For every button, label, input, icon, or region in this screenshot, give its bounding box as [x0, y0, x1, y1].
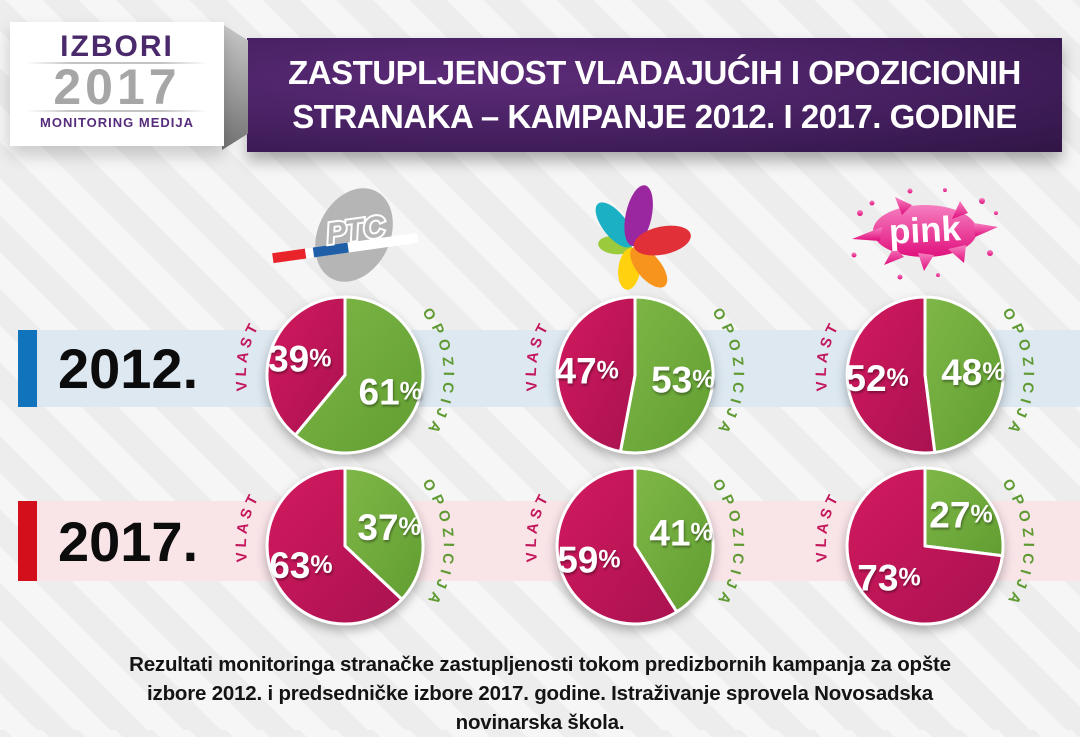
petal-teal — [595, 202, 634, 248]
vlast-percent-label: 39% — [268, 338, 331, 379]
prva-star-icon — [595, 185, 691, 290]
flag-red-stripe — [272, 248, 307, 264]
pie-chart-rts: 61%39%VLAST OPOZICIJA — [233, 295, 452, 455]
opozicija-percent-label: 37% — [357, 506, 420, 547]
izbori-logo-year: 2017 — [53, 59, 181, 115]
rts-flag-stripes — [272, 232, 419, 264]
vlast-curved-label: VLAST — [233, 318, 264, 392]
rts-logo: РТС — [260, 183, 430, 293]
prva-logo — [550, 183, 720, 293]
pie-slices — [265, 295, 425, 455]
slice-opozicija — [293, 295, 425, 455]
slice-vlast — [845, 466, 1004, 626]
vlast-percent-label: 73% — [857, 557, 920, 598]
pie-slices — [845, 466, 1005, 626]
pink-splash-graphic: pink — [851, 188, 998, 280]
source-caption: Rezultati monitoringa stranačke zastuplj… — [129, 653, 951, 734]
slice-opozicija — [923, 295, 1005, 454]
slice-vlast — [555, 295, 637, 454]
petal-orange — [630, 246, 668, 288]
flag-blue-stripe — [312, 242, 349, 258]
vlast-curved-label: VLAST — [813, 489, 844, 563]
vlast-percent-label: 59% — [557, 539, 620, 580]
pink-splash-blob — [851, 188, 998, 280]
vlast-percent-label: 63% — [269, 545, 332, 586]
slice-vlast — [555, 466, 679, 626]
pie-2012-prva: 53% 47% VLAST OPOZICIJA — [510, 250, 760, 500]
row-accent-2012 — [18, 330, 37, 407]
page-title-line-1: ZASTUPLJENOST VLADAJUĆIH I OPOZICIONIH — [288, 54, 1021, 91]
slice-opozicija — [618, 295, 715, 455]
pie-slices — [555, 295, 715, 455]
pie-2017-rts: 37% 63% VLAST OPOZICIJA — [220, 421, 470, 671]
pie-slices — [845, 295, 1005, 455]
pie-2017-pink: 27% 73% VLAST OPOZICIJA — [800, 421, 1050, 671]
vlast-percent-label: 47% — [556, 350, 619, 391]
vlast-curved-label: VLAST — [523, 489, 554, 563]
izbori-logo-title: IZBORI — [60, 30, 174, 63]
pie-chart-pink: 48%52%VLAST OPOZICIJA — [813, 295, 1032, 455]
pie-chart-rts: 37%63%VLAST OPOZICIJA — [233, 466, 452, 626]
logo-divider-line — [26, 110, 208, 112]
pink-logo-text: pink — [888, 209, 962, 252]
opozicija-percent-label: 27% — [929, 494, 992, 535]
logo-card-3d-edge — [222, 24, 248, 150]
opozicija-percent-label: 48% — [941, 352, 1004, 393]
izbori-logo-subtitle: MONITORING MEDIJA — [40, 115, 194, 130]
row-accent-2017 — [18, 501, 37, 581]
petal-red — [633, 225, 691, 256]
year-label-2012: 2012. — [58, 337, 199, 400]
vlast-percent-label: 52% — [845, 358, 908, 399]
slice-vlast — [265, 295, 347, 437]
opozicija-percent-label: 61% — [359, 371, 422, 412]
logo-divider-line — [26, 62, 208, 64]
slice-vlast — [265, 466, 404, 626]
vlast-curved-label: VLAST — [523, 318, 554, 392]
pie-chart-prva: 53%47%VLAST OPOZICIJA — [523, 295, 742, 455]
pie-2012-rts: 61% 39% VLAST OPOZICIJA — [220, 250, 470, 500]
vlast-curved-label: VLAST — [233, 489, 264, 563]
rts-logo-graphic: РТС — [272, 188, 419, 282]
slice-vlast — [845, 295, 937, 455]
pie-chart-pink: 27%73%VLAST OPOZICIJA — [813, 466, 1032, 626]
izbori-logo-card: IZBORI 2017 MONITORING MEDIJA — [10, 22, 224, 146]
petal-purple — [624, 185, 653, 247]
opozicija-percent-label: 53% — [651, 359, 714, 400]
pie-2017-prva: 41% 59% VLAST OPOZICIJA — [510, 421, 760, 671]
pie-slices — [265, 466, 425, 626]
slice-opozicija — [923, 466, 1005, 558]
pie-slices — [555, 466, 715, 626]
pink-logo: pink — [840, 183, 1010, 293]
slice-opozicija — [343, 466, 425, 601]
opozicija-percent-label: 41% — [649, 512, 712, 553]
page-title-line-2: STRANAKA – KAMPANJE 2012. I 2017. GODINE — [292, 98, 1017, 135]
year-label-2017: 2017. — [58, 509, 199, 573]
pie-2012-pink: 48% 52% VLAST OPOZICIJA — [800, 250, 1050, 500]
pie-chart-prva: 41%59%VLAST OPOZICIJA — [523, 466, 742, 626]
rts-ellipse — [315, 188, 393, 282]
title-banner: ZASTUPLJENOST VLADAJUĆIH I OPOZICIONIH S… — [247, 38, 1062, 152]
vlast-curved-label: VLAST — [813, 318, 844, 392]
